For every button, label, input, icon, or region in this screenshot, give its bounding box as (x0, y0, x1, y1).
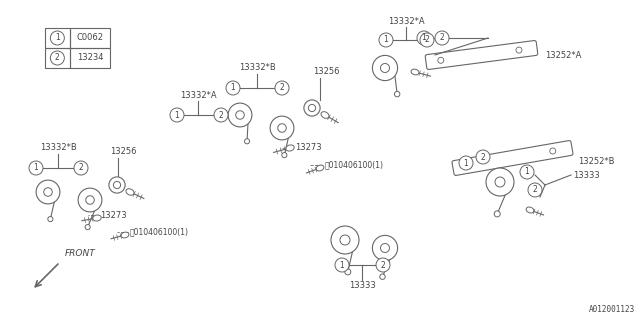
Circle shape (236, 111, 244, 119)
Circle shape (282, 153, 287, 158)
Circle shape (226, 81, 240, 95)
Circle shape (494, 211, 500, 217)
Circle shape (394, 92, 400, 97)
Text: 2: 2 (79, 164, 83, 172)
Circle shape (85, 225, 90, 230)
Ellipse shape (286, 145, 294, 151)
Text: 1: 1 (463, 158, 468, 167)
Ellipse shape (321, 112, 329, 118)
Text: 13252*A: 13252*A (545, 51, 581, 60)
Ellipse shape (316, 165, 324, 171)
Text: 13273: 13273 (100, 211, 127, 220)
Circle shape (74, 161, 88, 175)
Circle shape (44, 188, 52, 196)
Text: Ⓑ010406100(1): Ⓑ010406100(1) (325, 161, 384, 170)
Circle shape (466, 163, 472, 169)
Circle shape (29, 161, 43, 175)
Circle shape (36, 180, 60, 204)
Circle shape (486, 168, 514, 196)
Text: 13333: 13333 (573, 171, 600, 180)
Circle shape (379, 33, 393, 47)
Text: 1: 1 (383, 36, 388, 44)
Circle shape (476, 150, 490, 164)
Text: 2: 2 (440, 34, 444, 43)
Circle shape (381, 63, 390, 73)
Circle shape (275, 81, 289, 95)
Circle shape (78, 188, 102, 212)
Text: A012001123: A012001123 (589, 305, 635, 314)
Circle shape (381, 244, 390, 252)
Text: 1: 1 (525, 167, 529, 177)
Text: 2: 2 (424, 36, 429, 44)
Bar (70, 48, 110, 68)
Circle shape (113, 181, 120, 188)
Circle shape (308, 104, 316, 112)
Text: 1: 1 (175, 110, 179, 119)
Text: 13332*A: 13332*A (388, 18, 424, 27)
Circle shape (335, 258, 349, 272)
Text: 13256: 13256 (313, 68, 339, 76)
Text: 1: 1 (422, 34, 426, 43)
Circle shape (244, 139, 250, 144)
Circle shape (495, 177, 505, 187)
Ellipse shape (411, 69, 419, 75)
Circle shape (372, 236, 397, 260)
Circle shape (376, 258, 390, 272)
Text: 2: 2 (219, 110, 223, 119)
Circle shape (270, 116, 294, 140)
Text: 2: 2 (532, 186, 538, 195)
Text: 2: 2 (381, 260, 385, 269)
Circle shape (550, 148, 556, 154)
Text: 13333: 13333 (349, 281, 376, 290)
Circle shape (109, 177, 125, 193)
Circle shape (372, 55, 397, 81)
Text: 2: 2 (55, 53, 60, 62)
Text: 13252*B: 13252*B (578, 157, 614, 166)
Bar (45, 48, 70, 68)
Circle shape (435, 31, 449, 45)
Text: 2: 2 (280, 84, 284, 92)
Text: 1: 1 (340, 260, 344, 269)
Text: 13234: 13234 (77, 53, 103, 62)
Text: 13332*A: 13332*A (180, 91, 216, 100)
Circle shape (278, 124, 286, 132)
Text: 2: 2 (481, 153, 485, 162)
Text: 13273: 13273 (295, 143, 322, 153)
Circle shape (304, 100, 320, 116)
Text: C0062: C0062 (76, 34, 103, 43)
Text: 13256: 13256 (110, 148, 136, 156)
Bar (45, 28, 70, 48)
Text: FRONT: FRONT (65, 249, 96, 258)
Circle shape (520, 165, 534, 179)
Circle shape (228, 103, 252, 127)
Circle shape (331, 226, 359, 254)
Circle shape (459, 156, 473, 170)
Circle shape (420, 33, 434, 47)
Ellipse shape (121, 232, 129, 238)
Circle shape (438, 57, 444, 63)
Ellipse shape (93, 215, 101, 221)
Circle shape (380, 274, 385, 279)
Ellipse shape (126, 189, 134, 195)
Circle shape (340, 235, 350, 245)
Ellipse shape (526, 207, 534, 213)
Circle shape (417, 31, 431, 45)
Circle shape (48, 217, 53, 222)
FancyBboxPatch shape (425, 41, 538, 69)
Circle shape (214, 108, 228, 122)
Circle shape (528, 183, 542, 197)
Text: 13332*B: 13332*B (239, 63, 275, 73)
Circle shape (86, 196, 94, 204)
Text: 1: 1 (55, 34, 60, 43)
Circle shape (345, 269, 351, 275)
Text: Ⓑ010406100(1): Ⓑ010406100(1) (130, 228, 189, 236)
Circle shape (516, 47, 522, 53)
Circle shape (170, 108, 184, 122)
Text: 1: 1 (34, 164, 38, 172)
FancyBboxPatch shape (452, 140, 573, 175)
Text: 13332*B: 13332*B (40, 143, 76, 153)
Text: 1: 1 (230, 84, 236, 92)
Bar (70, 28, 110, 48)
